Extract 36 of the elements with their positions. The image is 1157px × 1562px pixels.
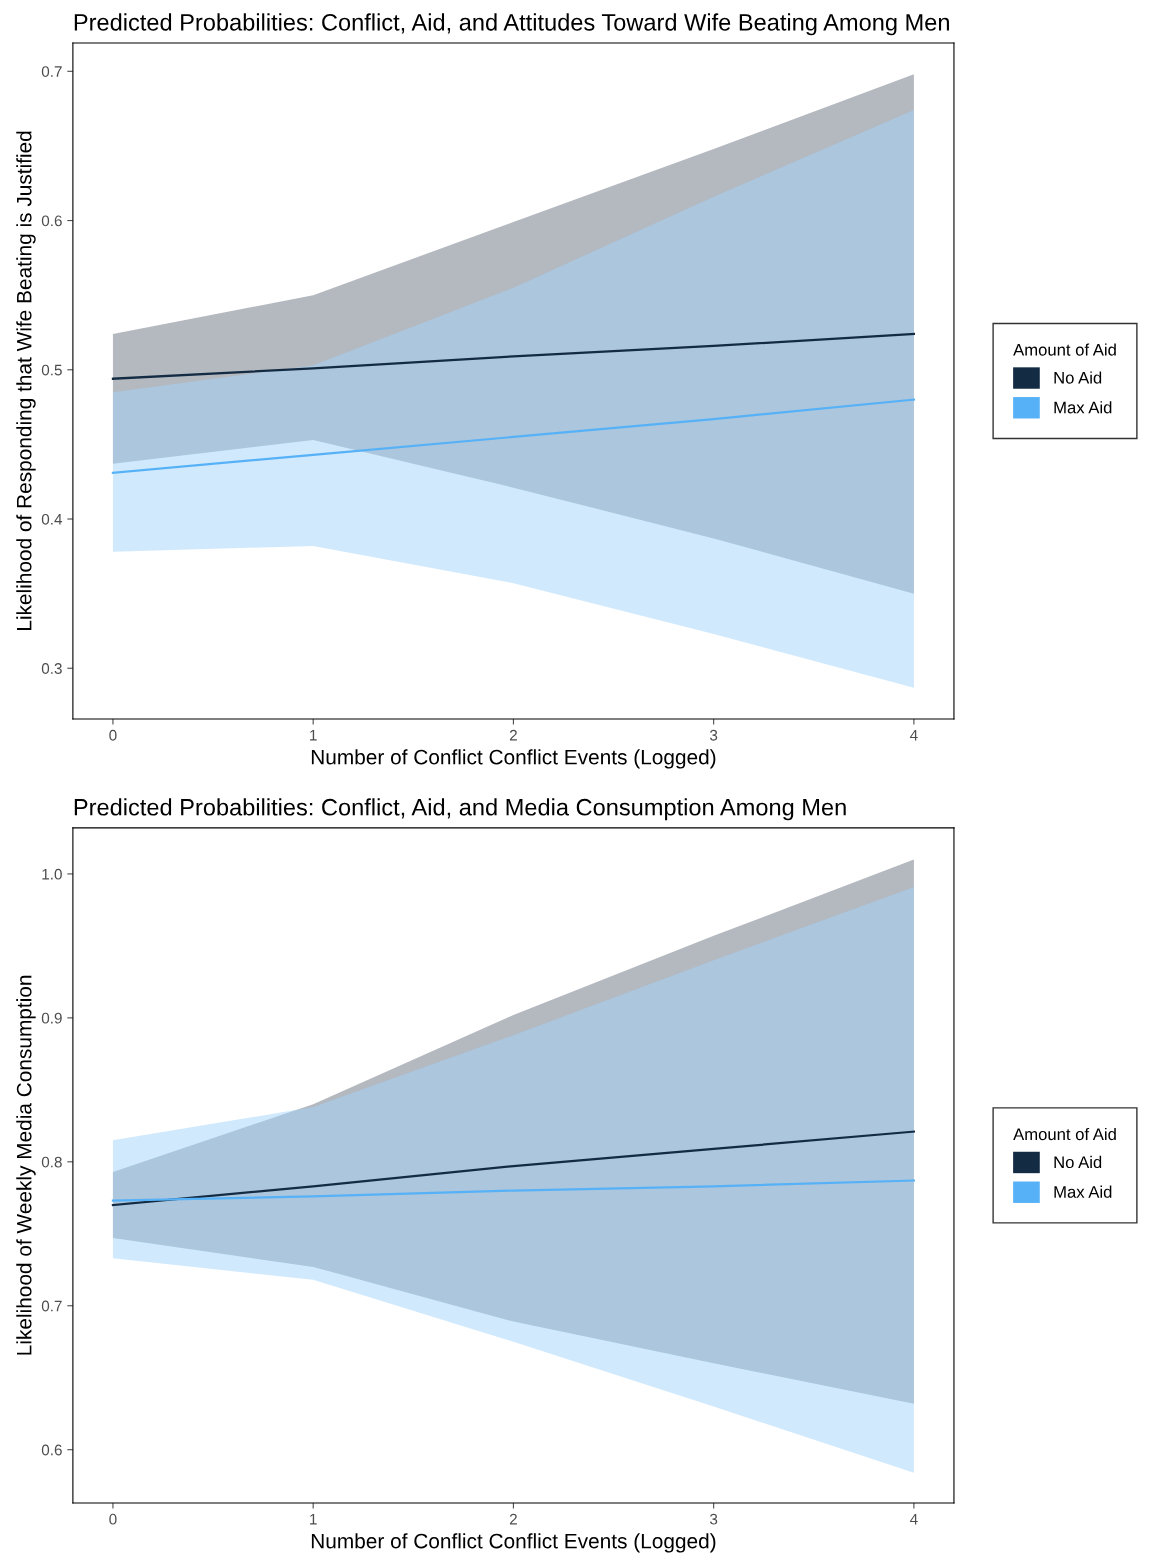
line-series — [111, 398, 916, 474]
chart-title: Predicted Probabilities: Conflict, Aid, and Media Consumption Among Men — [74, 798, 846, 821]
y-tick-label: 0.7 — [41, 66, 62, 77]
y-tick-label: 1.0 — [42, 868, 62, 880]
x-tick-label: 4 — [910, 1513, 918, 1525]
x-tick-label: 4 — [910, 729, 918, 741]
y-tick-label: 0.6 — [41, 215, 62, 227]
legend-label: Max Aid — [1054, 401, 1112, 414]
line-series — [111, 1130, 916, 1207]
y-axis-title: Likelihood of Weekly Media Consumption — [16, 975, 36, 1355]
x-tick-label: 0 — [109, 1513, 117, 1525]
legend-label: No Aid — [1054, 1155, 1102, 1169]
line-series — [111, 1179, 916, 1202]
line-series — [111, 332, 916, 380]
x-tick-label: 3 — [709, 729, 718, 741]
y-tick-label: 0.6 — [41, 1444, 62, 1456]
x-tick-label: 1 — [310, 729, 317, 741]
x-tick-label: 0 — [109, 729, 117, 741]
legend-title: Amount of Aid — [1013, 343, 1116, 356]
y-tick-label: 0.7 — [41, 1300, 62, 1312]
x-tick-label: 1 — [310, 1513, 317, 1525]
y-tick-label: 0.4 — [41, 513, 63, 525]
x-tick-label: 2 — [509, 729, 517, 741]
y-axis-title: Likelihood of Responding that Wife Beating is Justified — [16, 131, 36, 630]
x-axis-title: Number of Conflict Conflict Events (Logged) — [311, 1533, 716, 1553]
x-tick-label: 3 — [709, 1513, 718, 1525]
legend-label: No Aid — [1054, 371, 1102, 384]
chart-title: Predicted Probabilities: Conflict, Aid, and Attitudes Toward Wife Beating Among Men — [74, 13, 949, 36]
legend-title: Amount of Aid — [1013, 1127, 1116, 1141]
x-tick-label: 2 — [509, 1513, 517, 1525]
y-tick-label: 0.9 — [41, 1012, 62, 1024]
y-tick-label: 0.3 — [41, 663, 62, 674]
x-axis-title: Number of Conflict Conflict Events (Logged) — [311, 749, 716, 769]
y-tick-label: 0.5 — [41, 364, 62, 376]
y-tick-label: 0.8 — [41, 1156, 62, 1168]
legend-label: Max Aid — [1054, 1185, 1112, 1198]
